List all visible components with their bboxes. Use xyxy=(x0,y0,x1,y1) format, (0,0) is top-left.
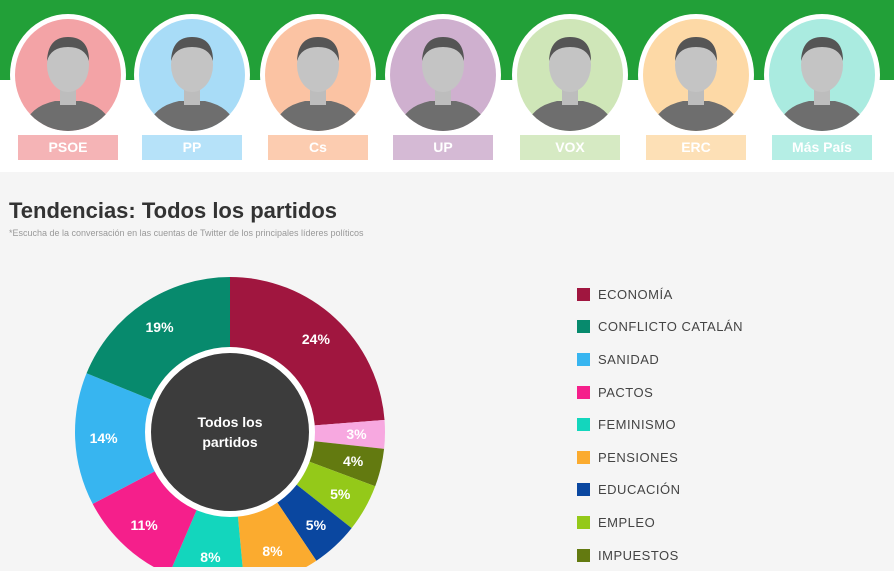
legend-label: EDUCACIÓN xyxy=(598,482,681,498)
leader-photo-1[interactable] xyxy=(134,14,250,136)
legend-label: PENSIONES xyxy=(598,449,679,465)
donut-chart: 24% 3% 4% 5%5% 8% 8% 11% 14% 19% Todos los partido… xyxy=(74,277,385,567)
legend-swatch-icon xyxy=(577,450,590,464)
party-label[interactable]: ERC xyxy=(646,135,746,160)
legend-item[interactable]: SANIDAD xyxy=(577,343,743,376)
slice-value-label: 5% xyxy=(330,486,351,502)
legend-swatch-icon xyxy=(577,548,590,562)
legend-swatch-icon xyxy=(577,418,590,432)
legend-item[interactable]: PENSIONES xyxy=(577,441,743,474)
legend-label: FEMINISMO xyxy=(598,417,677,433)
leader-portrait-icon xyxy=(23,37,113,131)
legend-label: IMPUESTOS xyxy=(598,547,679,563)
slice-value-label: 11% xyxy=(130,517,158,533)
leader-portrait-icon xyxy=(398,37,488,131)
leader-photo-3[interactable] xyxy=(385,14,501,136)
center-label: Todos los xyxy=(197,414,262,430)
legend-swatch-icon xyxy=(577,483,590,497)
leader-portrait-icon xyxy=(651,37,741,131)
leader-photo-4[interactable] xyxy=(512,14,628,136)
slice-value-label: 3% xyxy=(346,426,367,442)
slice-value-label: 8% xyxy=(262,543,283,559)
donut-center xyxy=(145,347,315,517)
legend-label: EMPLEO xyxy=(598,514,656,530)
party-label[interactable]: PP xyxy=(142,135,242,160)
leader-portrait-icon xyxy=(147,37,237,131)
legend-swatch-icon xyxy=(577,352,590,366)
legend-label: ECONOMÍA xyxy=(598,286,673,302)
slice-value-label: 14% xyxy=(90,430,119,446)
page-subtitle: *Escucha de la conversación en las cuent… xyxy=(9,228,364,238)
legend-item[interactable]: CONFLICTO CATALÁN xyxy=(577,311,743,344)
legend-item[interactable]: EDUCACIÓN xyxy=(577,474,743,507)
leader-portrait-icon xyxy=(525,37,615,131)
leader-photo-6[interactable] xyxy=(764,14,880,136)
slice-value-label: 19% xyxy=(146,319,175,335)
leader-portrait-icon xyxy=(273,37,363,131)
legend-item[interactable]: PACTOS xyxy=(577,376,743,409)
party-label[interactable]: PSOE xyxy=(18,135,118,160)
legend-swatch-icon xyxy=(577,320,590,334)
party-label[interactable]: Más País xyxy=(772,135,872,160)
slice-value-label: 4% xyxy=(343,453,364,469)
legend-swatch-icon xyxy=(577,287,590,301)
legend-swatch-icon xyxy=(577,515,590,529)
party-label[interactable]: VOX xyxy=(520,135,620,160)
party-label[interactable]: UP xyxy=(393,135,493,160)
legend-item[interactable]: IMPUESTOS xyxy=(577,539,743,571)
leader-photo-5[interactable] xyxy=(638,14,754,136)
leader-photo-0[interactable] xyxy=(10,14,126,136)
legend-label: SANIDAD xyxy=(598,351,660,367)
leader-portrait-icon xyxy=(777,37,867,131)
chart-legend: ECONOMÍA CONFLICTO CATALÁN SANIDAD PACTOS FE… xyxy=(577,278,743,571)
party-leaders-header: PSOE PP Cs UP VOX ERC Más País xyxy=(0,0,894,172)
slice-value-label: 5% xyxy=(306,517,327,533)
legend-item[interactable]: FEMINISMO xyxy=(577,408,743,441)
legend-label: CONFLICTO CATALÁN xyxy=(598,319,744,335)
legend-label: PACTOS xyxy=(598,384,654,400)
legend-swatch-icon xyxy=(577,385,590,399)
legend-item[interactable]: ECONOMÍA xyxy=(577,278,743,311)
legend-item[interactable]: EMPLEO xyxy=(577,506,743,539)
party-label[interactable]: Cs xyxy=(268,135,368,160)
slice-value-label: 24% xyxy=(302,331,331,347)
leader-photo-2[interactable] xyxy=(260,14,376,136)
page-title: Tendencias: Todos los partidos xyxy=(9,198,338,223)
center-label: partidos xyxy=(202,434,257,450)
slice-value-label: 8% xyxy=(200,549,221,565)
